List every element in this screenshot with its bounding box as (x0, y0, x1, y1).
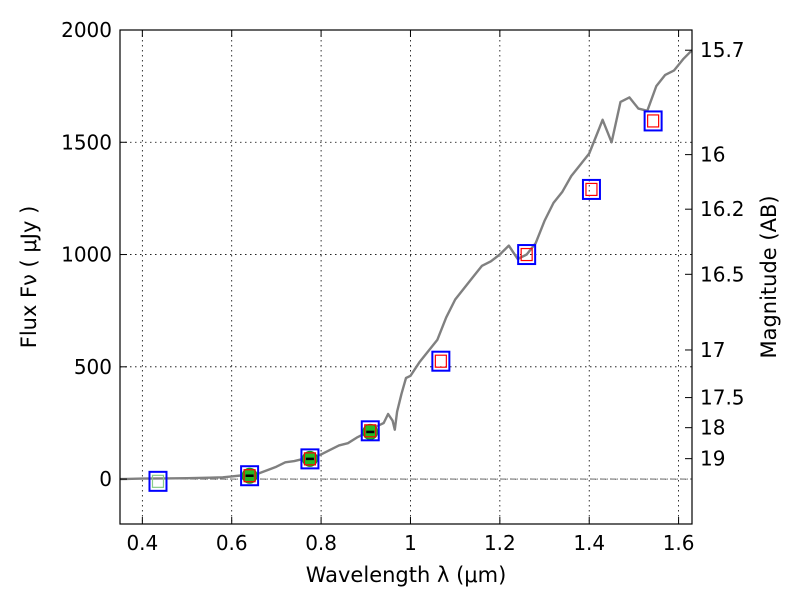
model-point (431, 350, 451, 372)
synthetic-point (303, 452, 317, 466)
synthetic-point (151, 474, 165, 488)
y2-tick-label: 16 (700, 143, 725, 167)
x-tick-label: 0.8 (305, 531, 337, 555)
grid-layer (120, 29, 692, 524)
y2-tick-label: 16.2 (700, 197, 745, 221)
x-tick-label: 1.2 (484, 531, 516, 555)
y2-tick-label: 17.5 (700, 386, 745, 410)
y2-tick-label: 17 (700, 338, 725, 362)
synthetic-point (364, 424, 377, 438)
y-tick-label: 500 (74, 355, 112, 379)
synthetic-point (520, 247, 533, 262)
model-point (360, 420, 380, 442)
model-point (240, 465, 260, 487)
synthetic-point (243, 469, 256, 483)
y2-axis-title: Magnitude (AB) (757, 195, 781, 358)
series-layer (119, 49, 693, 492)
x-tick-label: 1 (404, 531, 417, 555)
model-point (300, 448, 320, 470)
x-axis-title: Wavelength λ (μm) (306, 563, 507, 587)
synthetic-point (585, 182, 598, 197)
y-tick-label: 0 (99, 467, 112, 491)
y-tick-label: 1500 (61, 130, 112, 154)
plot-frame (119, 29, 693, 525)
model-point (517, 244, 537, 266)
model-point (581, 178, 601, 200)
y-tick-label: 1000 (61, 243, 112, 267)
y-tick-label: 2000 (61, 18, 112, 42)
y2-tick-label: 18 (700, 416, 725, 440)
x-tick-label: 0.4 (126, 531, 158, 555)
synthetic-point (434, 354, 447, 368)
spectrum-line (119, 49, 693, 481)
x-tick-label: 0.6 (216, 531, 248, 555)
y2-tick-label: 19 (700, 447, 725, 471)
axis-layer: 0.4 0.6 0.8 1 1.2 1.4 1.6 0 500 1000 1500 2000 15.7 1… (61, 18, 744, 555)
y2-tick-label: 16.5 (700, 262, 745, 286)
model-point (643, 110, 663, 132)
model-point (148, 470, 168, 492)
y-axis-title: Flux Fν ( μJy ) (17, 206, 41, 349)
x-tick-label: 1.6 (663, 531, 695, 555)
y2-tick-label: 15.7 (700, 38, 745, 62)
x-tick-label: 1.4 (573, 531, 605, 555)
synthetic-point (647, 114, 660, 128)
